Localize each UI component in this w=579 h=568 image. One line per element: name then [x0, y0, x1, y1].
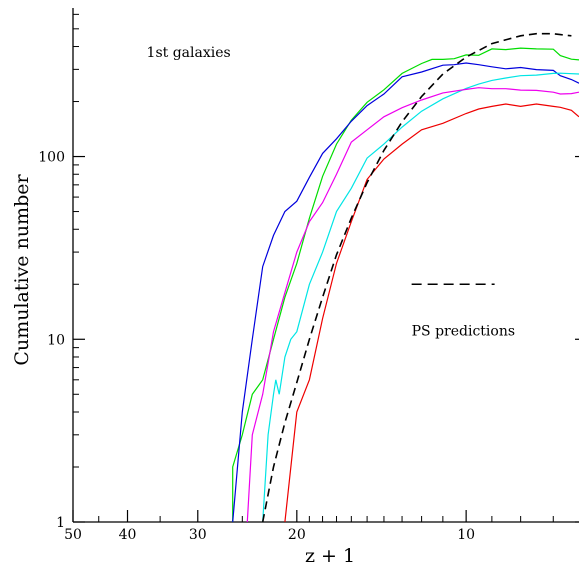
- plot-frame: [72, 8, 579, 523]
- series-line-0: [232, 47, 579, 522]
- y-tick-label: 1: [56, 515, 65, 531]
- y-tick-label: 10: [47, 332, 65, 348]
- annotations: 1st galaxies PS predictions: [147, 45, 516, 339]
- series-line-dashed-5: [261, 32, 572, 523]
- annotation-1st-galaxies: 1st galaxies: [147, 45, 231, 61]
- x-tick-label: 10: [457, 527, 475, 543]
- annotation-ps-predictions: PS predictions: [412, 323, 515, 339]
- y-axis-title: Cumulative number: [11, 174, 33, 366]
- series-line-3: [246, 87, 579, 523]
- series-line-2: [262, 72, 579, 523]
- y-tick-label: 100: [38, 150, 65, 166]
- x-axis-title: z + 1: [305, 545, 355, 567]
- series-line-4: [284, 103, 579, 523]
- x-tick-label: 30: [189, 527, 207, 543]
- series-lines: [232, 32, 579, 523]
- series-line-1: [232, 62, 579, 523]
- x-tick-label: 20: [288, 527, 306, 543]
- x-tick-label: 50: [64, 527, 82, 543]
- x-tick-label: 40: [119, 527, 137, 543]
- axis-ticks: 50 40 30 20 10 1 10 100: [38, 13, 579, 543]
